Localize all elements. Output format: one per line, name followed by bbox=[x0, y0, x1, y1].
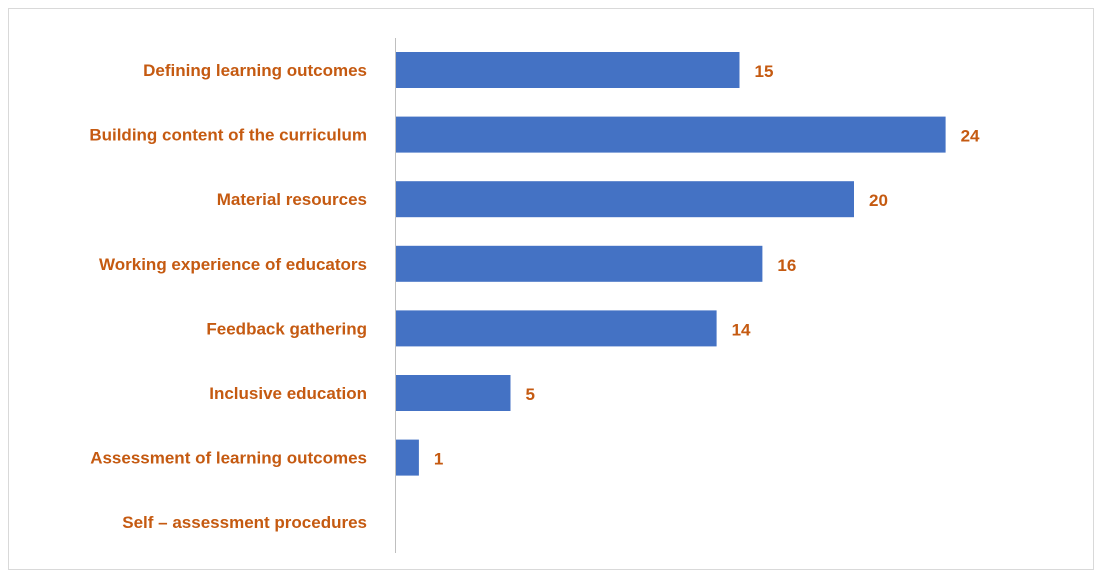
bar bbox=[396, 245, 763, 282]
value-label: 24 bbox=[961, 127, 980, 146]
bar bbox=[396, 181, 854, 218]
value-label: 5 bbox=[526, 385, 535, 404]
category-label: Assessment of learning outcomes bbox=[90, 449, 367, 468]
category-labels: Defining learning outcomes Building conte… bbox=[89, 61, 367, 532]
bar bbox=[396, 439, 419, 476]
value-label: 20 bbox=[869, 191, 888, 210]
category-label: Self – assessment procedures bbox=[122, 513, 367, 532]
value-label: 1 bbox=[434, 450, 443, 469]
bar bbox=[396, 375, 511, 411]
category-label: Feedback gathering bbox=[206, 319, 367, 338]
category-label: Working experience of educators bbox=[99, 255, 367, 274]
category-label: Material resources bbox=[217, 190, 367, 209]
value-label: 16 bbox=[777, 256, 796, 275]
category-label: Defining learning outcomes bbox=[143, 61, 367, 80]
value-labels: 15 24 20 16 14 5 1 bbox=[434, 62, 980, 469]
bar bbox=[396, 52, 740, 88]
category-label: Inclusive education bbox=[209, 384, 367, 403]
bars-layer bbox=[396, 52, 946, 476]
value-label: 15 bbox=[755, 62, 774, 81]
bar bbox=[396, 116, 946, 153]
bar bbox=[396, 310, 717, 347]
value-label: 14 bbox=[732, 320, 751, 339]
category-label: Building content of the curriculum bbox=[89, 126, 367, 145]
chart-frame bbox=[8, 8, 1094, 570]
